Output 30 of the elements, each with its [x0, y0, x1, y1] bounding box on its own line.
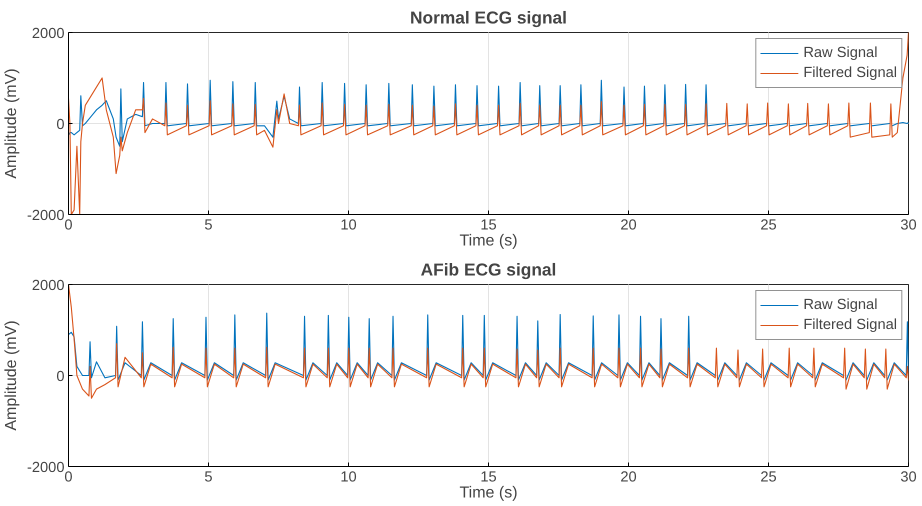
legend-label: Raw Signal	[803, 297, 878, 313]
x-tick-label: 10	[340, 470, 357, 486]
line-series	[68, 284, 908, 399]
y-tick-label: 0	[56, 369, 65, 385]
y-tick-label: 2000	[32, 278, 65, 294]
x-tick-label: 5	[204, 470, 213, 486]
x-tick-label: 15	[480, 470, 497, 486]
x-axis-title: Time (s)	[459, 484, 518, 502]
x-tick-label: 15	[480, 218, 497, 234]
y-tick-label: 0	[56, 117, 65, 133]
y-axis-title: Amplitude (mV)	[3, 320, 20, 431]
x-tick-label: 20	[620, 470, 637, 486]
legend-label: Raw Signal	[803, 45, 878, 61]
x-tick-label: 20	[620, 218, 637, 234]
y-tick-label: 2000	[32, 26, 65, 42]
y-tick-label: -2000	[27, 460, 65, 476]
line-series	[68, 32, 908, 214]
x-tick-label: 25	[760, 218, 777, 234]
x-axis-title: Time (s)	[459, 232, 518, 250]
y-tick-label: -2000	[27, 208, 65, 224]
x-tick-label: 30	[900, 218, 917, 234]
chart-title: Normal ECG signal	[410, 8, 567, 28]
legend-label: Filtered Signal	[803, 65, 897, 81]
x-tick-label: 10	[340, 218, 357, 234]
x-tick-label: 5	[204, 218, 213, 234]
x-tick-label: 30	[900, 470, 917, 486]
chart-title: AFib ECG signal	[420, 260, 556, 280]
x-tick-label: 25	[760, 470, 777, 486]
legend-label: Filtered Signal	[803, 317, 897, 333]
y-axis-title: Amplitude (mV)	[3, 68, 20, 179]
